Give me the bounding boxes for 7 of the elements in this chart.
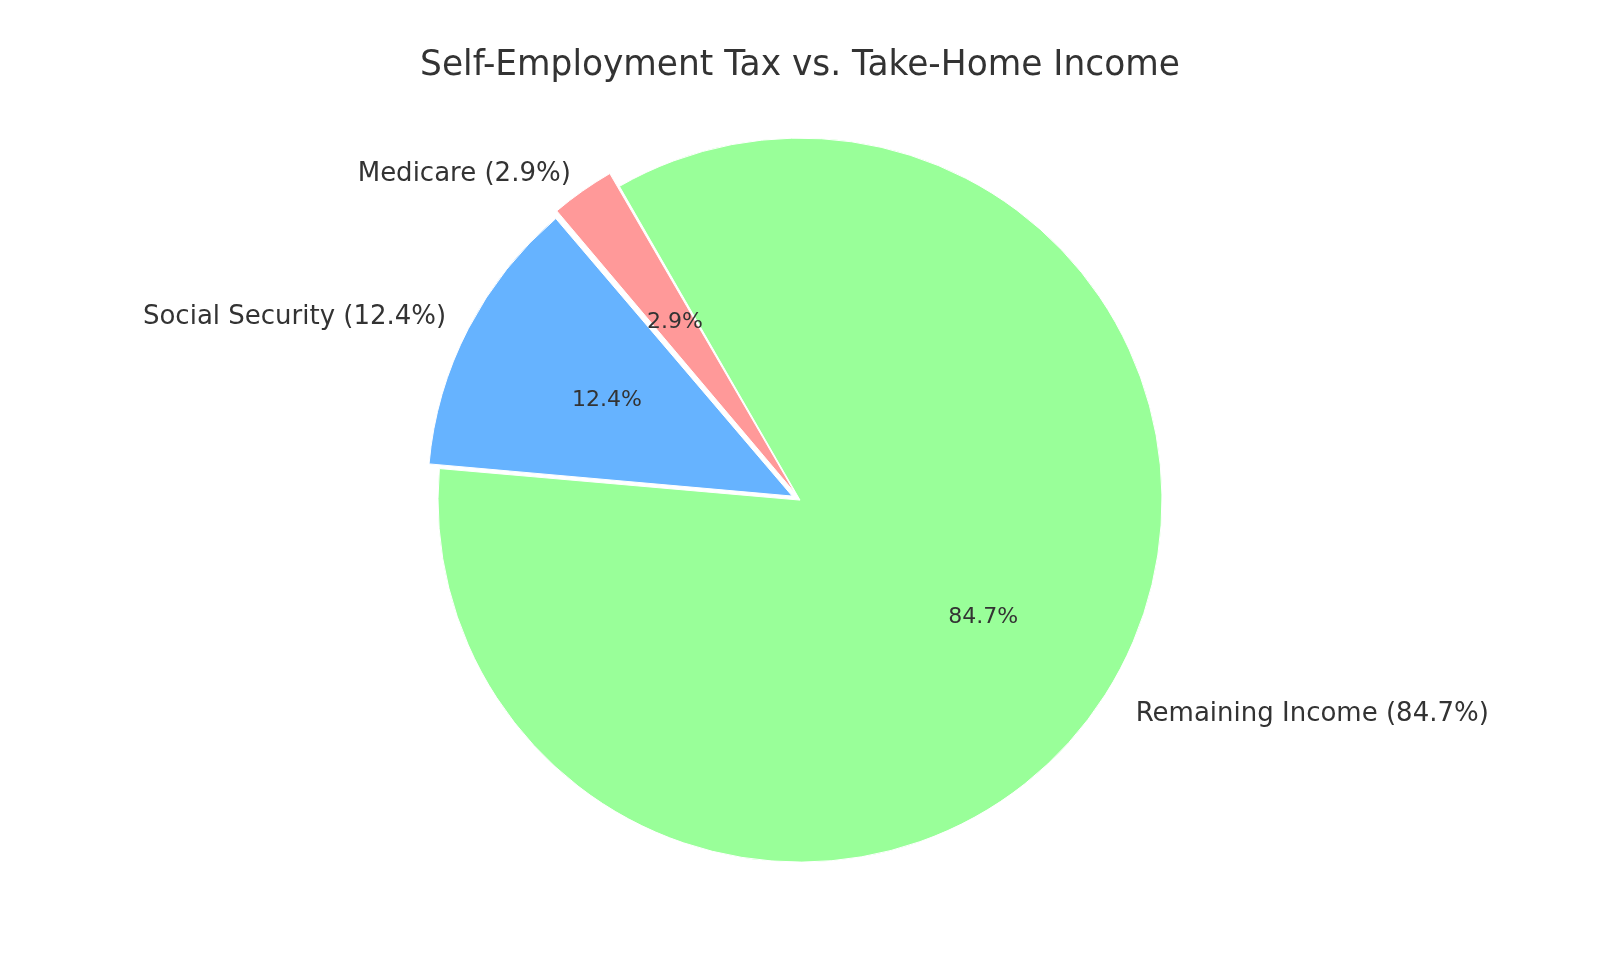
slice-label: Medicare (2.9%) xyxy=(357,157,571,188)
chart-title: Self-Employment Tax vs. Take-Home Income xyxy=(420,41,1180,84)
data-label: 2.9% xyxy=(647,308,703,334)
data-label: 12.4% xyxy=(572,386,642,412)
slice-label: Remaining Income (84.7%) xyxy=(1135,697,1489,728)
data-label: 84.7% xyxy=(948,602,1019,628)
slice-label: Social Security (12.4%) xyxy=(142,300,447,331)
